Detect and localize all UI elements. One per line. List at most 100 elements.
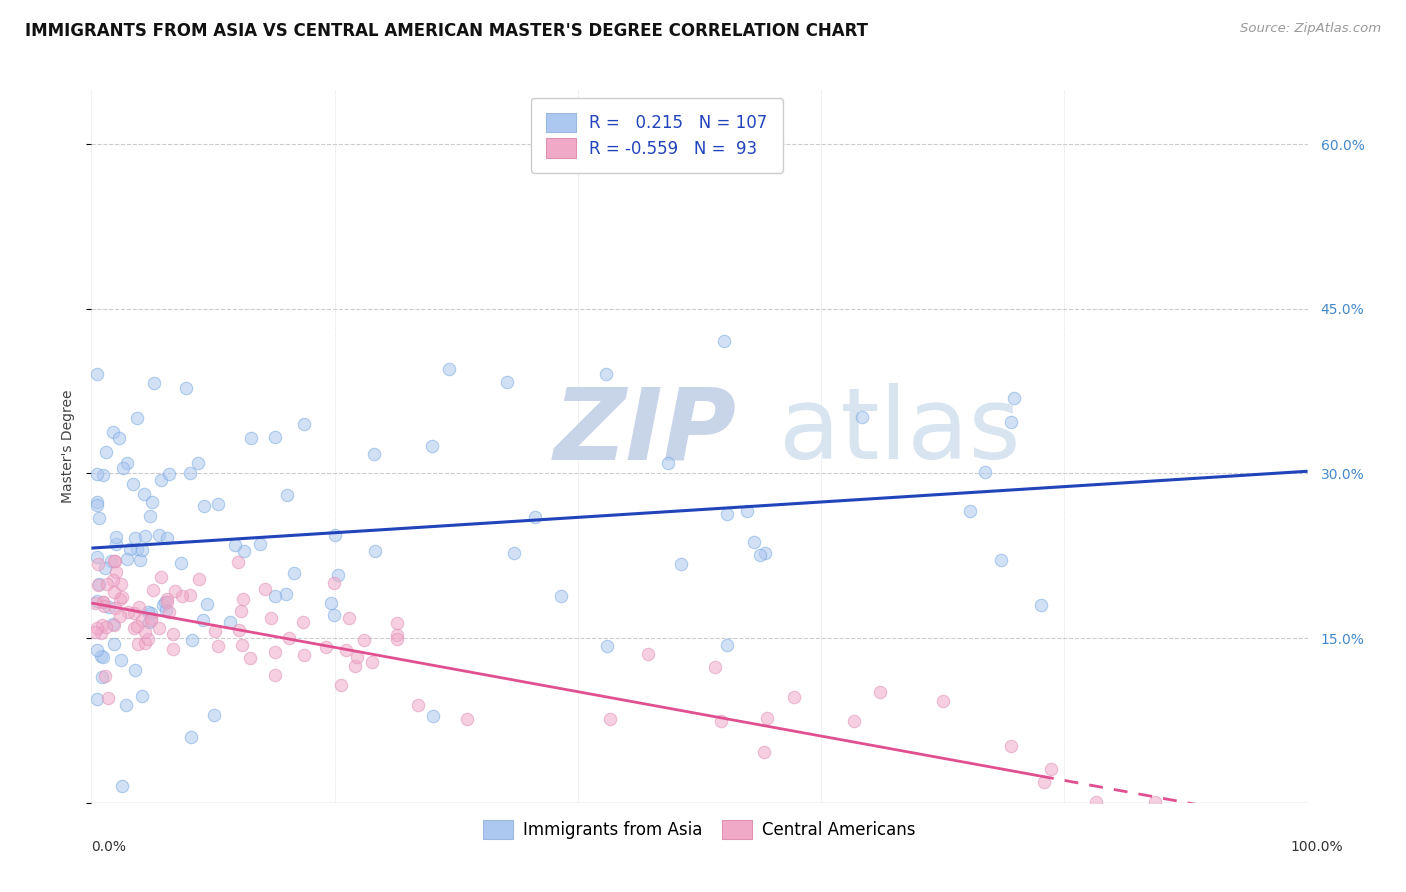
- Point: [111, 591, 134, 605]
- Point: [157, 467, 180, 482]
- Point: [141, 613, 163, 627]
- Point: [138, 615, 160, 629]
- Point: [122, 621, 145, 635]
- Point: [105, 566, 128, 580]
- Point: [104, 537, 127, 551]
- Point: [142, 376, 165, 390]
- Point: [91, 650, 114, 665]
- Point: [233, 544, 256, 558]
- Point: [974, 465, 997, 479]
- Point: [710, 714, 733, 728]
- Point: [141, 611, 163, 625]
- Point: [323, 528, 346, 542]
- Point: [330, 678, 353, 692]
- Point: [104, 554, 127, 568]
- Point: [422, 439, 444, 453]
- Point: [260, 611, 283, 625]
- Point: [264, 430, 287, 444]
- Point: [101, 617, 124, 632]
- Point: [134, 624, 156, 639]
- Point: [127, 637, 149, 651]
- Point: [869, 684, 891, 698]
- Point: [87, 557, 110, 571]
- Point: [94, 668, 117, 682]
- Point: [851, 410, 873, 425]
- Point: [101, 573, 124, 587]
- Point: [162, 626, 184, 640]
- Point: [172, 589, 194, 603]
- Point: [219, 615, 242, 630]
- Point: [1000, 739, 1022, 753]
- Text: Source: ZipAtlas.com: Source: ZipAtlas.com: [1240, 22, 1381, 36]
- Point: [456, 712, 478, 726]
- Point: [91, 595, 114, 609]
- Point: [657, 456, 679, 470]
- Point: [361, 656, 384, 670]
- Point: [86, 594, 108, 608]
- Point: [148, 621, 170, 635]
- Point: [96, 577, 118, 591]
- Point: [124, 606, 146, 620]
- Point: [319, 596, 342, 610]
- Point: [337, 611, 360, 625]
- Point: [103, 637, 125, 651]
- Point: [326, 567, 349, 582]
- Point: [125, 619, 148, 633]
- Point: [103, 554, 125, 568]
- Point: [93, 599, 115, 613]
- Point: [91, 670, 114, 684]
- Point: [385, 615, 408, 630]
- Point: [1031, 599, 1053, 613]
- Point: [207, 497, 229, 511]
- Point: [496, 375, 519, 389]
- Point: [599, 712, 621, 726]
- Point: [671, 558, 693, 572]
- Point: [231, 638, 253, 652]
- Point: [86, 498, 108, 512]
- Point: [103, 618, 125, 632]
- Point: [502, 546, 524, 560]
- Text: 100.0%: 100.0%: [1291, 839, 1343, 854]
- Point: [91, 468, 114, 483]
- Point: [264, 590, 287, 604]
- Point: [86, 367, 108, 381]
- Point: [162, 642, 184, 657]
- Point: [264, 668, 287, 682]
- Point: [111, 461, 134, 475]
- Point: [1039, 762, 1062, 776]
- Point: [283, 566, 305, 580]
- Point: [110, 592, 132, 607]
- Point: [90, 625, 112, 640]
- Point: [149, 473, 172, 487]
- Point: [94, 561, 117, 575]
- Point: [104, 530, 127, 544]
- Point: [86, 691, 108, 706]
- Point: [323, 575, 346, 590]
- Point: [115, 456, 138, 470]
- Point: [277, 631, 299, 645]
- Point: [84, 625, 107, 640]
- Point: [193, 500, 215, 514]
- Point: [96, 444, 118, 458]
- Point: [170, 556, 193, 570]
- Point: [737, 503, 759, 517]
- Point: [155, 531, 177, 545]
- Point: [353, 633, 375, 648]
- Point: [87, 578, 110, 592]
- Point: [240, 431, 263, 445]
- Point: [148, 528, 170, 542]
- Point: [744, 535, 766, 549]
- Point: [274, 586, 297, 600]
- Point: [346, 649, 368, 664]
- Point: [292, 648, 315, 662]
- Point: [263, 645, 285, 659]
- Text: atlas: atlas: [779, 384, 1021, 480]
- Point: [406, 698, 429, 712]
- Text: ZIP: ZIP: [554, 384, 737, 480]
- Point: [153, 595, 176, 609]
- Point: [990, 552, 1012, 566]
- Point: [110, 577, 132, 591]
- Point: [239, 651, 262, 665]
- Point: [90, 649, 112, 664]
- Point: [115, 698, 138, 713]
